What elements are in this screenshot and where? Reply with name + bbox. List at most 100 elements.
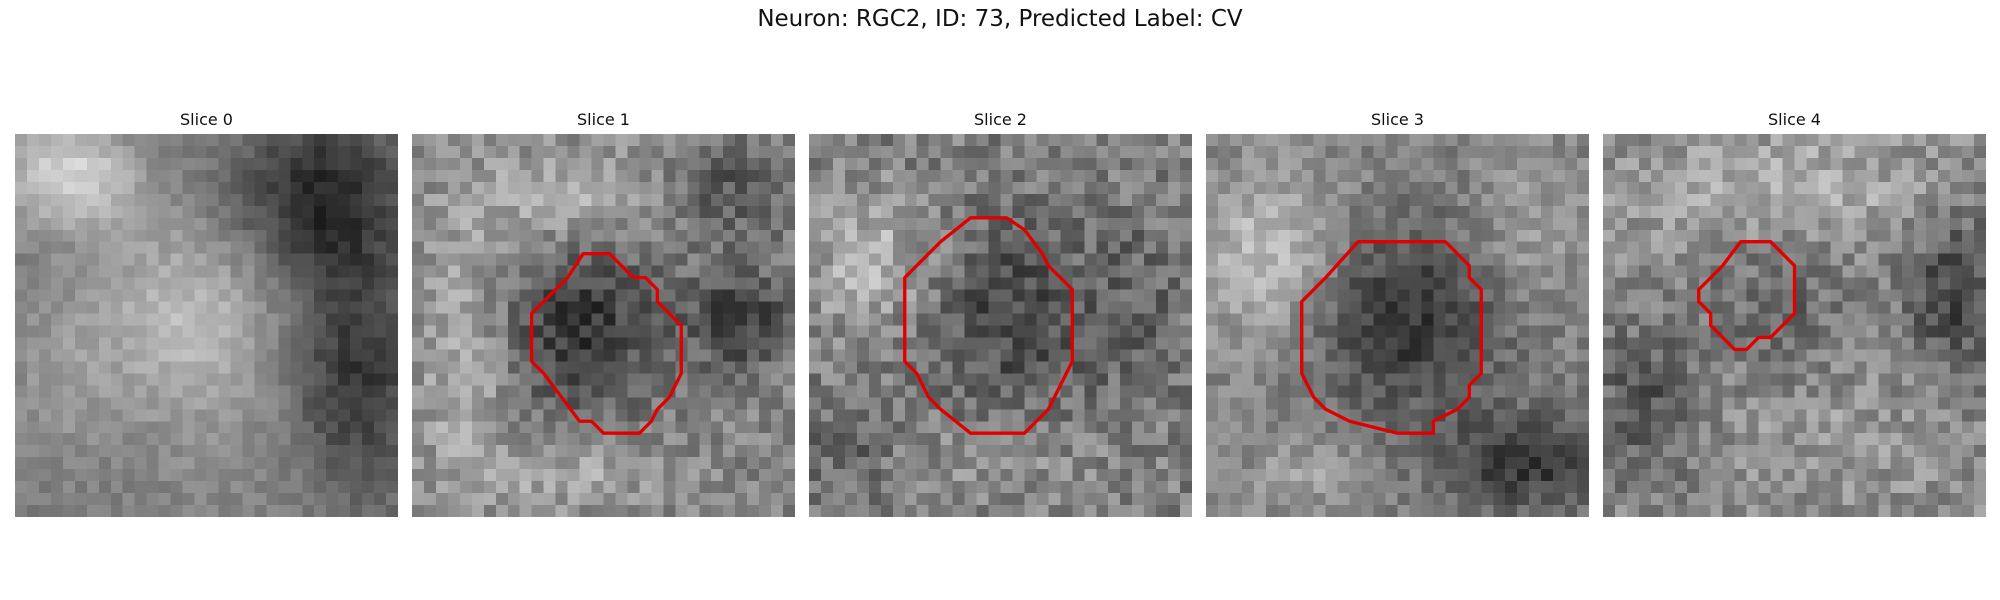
- pixel: [1734, 229, 1747, 242]
- pixel: [1168, 325, 1181, 338]
- pixel: [38, 325, 52, 338]
- pixel: [687, 505, 700, 517]
- pixel: [976, 385, 989, 398]
- pixel: [1962, 289, 1975, 302]
- pixel: [134, 493, 147, 506]
- pixel: [362, 385, 375, 398]
- pixel: [1938, 433, 1951, 446]
- pixel: [1397, 397, 1410, 410]
- pixel: [1072, 241, 1085, 254]
- pixel: [832, 277, 846, 290]
- pixel: [675, 481, 688, 494]
- pixel: [206, 445, 219, 458]
- pixel: [1770, 301, 1783, 314]
- pixel: [1132, 241, 1145, 254]
- pixel: [844, 145, 858, 159]
- pixel: [170, 145, 183, 159]
- pixel: [1902, 134, 1915, 147]
- pixel: [1445, 337, 1458, 350]
- pixel: [1950, 373, 1963, 386]
- pixel: [194, 469, 207, 482]
- pixel: [278, 265, 291, 278]
- pixel: [1603, 457, 1616, 470]
- pixel: [1902, 181, 1915, 195]
- pixel: [471, 433, 485, 446]
- pixel: [98, 193, 111, 207]
- pixel: [471, 134, 485, 147]
- pixel: [856, 445, 870, 458]
- pixel: [1842, 373, 1855, 386]
- pixel: [1782, 349, 1795, 362]
- pixel: [940, 445, 953, 458]
- pixel: [699, 145, 712, 159]
- pixel: [74, 505, 88, 517]
- pixel: [1313, 169, 1326, 183]
- pixel: [1206, 193, 1219, 207]
- pixel: [1156, 253, 1169, 266]
- pixel: [603, 205, 616, 219]
- pixel: [976, 169, 989, 183]
- pixel: [1493, 217, 1506, 230]
- pixel: [940, 169, 953, 183]
- pixel: [1313, 193, 1326, 207]
- pixel: [278, 241, 291, 254]
- pixel: [1301, 337, 1314, 350]
- pixel: [1902, 433, 1915, 446]
- pixel: [1206, 313, 1219, 326]
- pixel: [1782, 373, 1795, 386]
- pixel: [38, 241, 52, 254]
- pixel: [771, 145, 784, 159]
- pixel: [1397, 265, 1410, 278]
- pixel: [904, 157, 917, 171]
- pixel: [146, 325, 159, 338]
- pixel: [1180, 157, 1192, 171]
- pixel: [254, 253, 267, 266]
- pixel: [1265, 134, 1279, 147]
- pixel: [1782, 217, 1795, 230]
- pixel: [302, 337, 315, 350]
- pixel: [1036, 229, 1049, 242]
- pixel: [1541, 361, 1554, 374]
- pixel: [374, 457, 387, 470]
- pixel: [471, 145, 485, 159]
- pixel: [495, 145, 508, 159]
- pixel: [266, 373, 279, 386]
- pixel: [1289, 229, 1302, 242]
- pixel: [1096, 349, 1109, 362]
- pixel: [1505, 325, 1518, 338]
- pixel: [254, 134, 267, 147]
- pixel: [134, 169, 147, 183]
- pixel: [783, 181, 795, 195]
- pixel: [134, 457, 147, 470]
- pixel: [543, 134, 556, 147]
- pixel: [1974, 325, 1986, 338]
- pixel: [868, 469, 882, 482]
- pixel: [1638, 193, 1652, 207]
- pixel: [1650, 337, 1664, 350]
- pixel: [435, 493, 449, 506]
- pixel: [194, 505, 207, 517]
- pixel: [74, 217, 88, 230]
- pixel: [350, 469, 363, 482]
- pixel: [495, 349, 508, 362]
- pixel: [1553, 349, 1566, 362]
- pixel: [928, 325, 941, 338]
- pixel: [1565, 217, 1578, 230]
- pixel: [1000, 301, 1013, 314]
- pixel: [844, 181, 858, 195]
- pixel: [1036, 385, 1049, 398]
- pixel: [1024, 265, 1037, 278]
- pixel: [1529, 325, 1542, 338]
- pixel: [206, 505, 219, 517]
- pixel: [1806, 193, 1819, 207]
- pixel: [26, 157, 40, 171]
- pixel: [1217, 265, 1231, 278]
- pixel: [1962, 134, 1975, 147]
- pixel: [338, 445, 351, 458]
- pixel: [122, 193, 135, 207]
- pixel: [1878, 253, 1891, 266]
- pixel: [567, 229, 580, 242]
- pixel: [1938, 289, 1951, 302]
- pixel: [651, 469, 664, 482]
- pixel: [1337, 169, 1350, 183]
